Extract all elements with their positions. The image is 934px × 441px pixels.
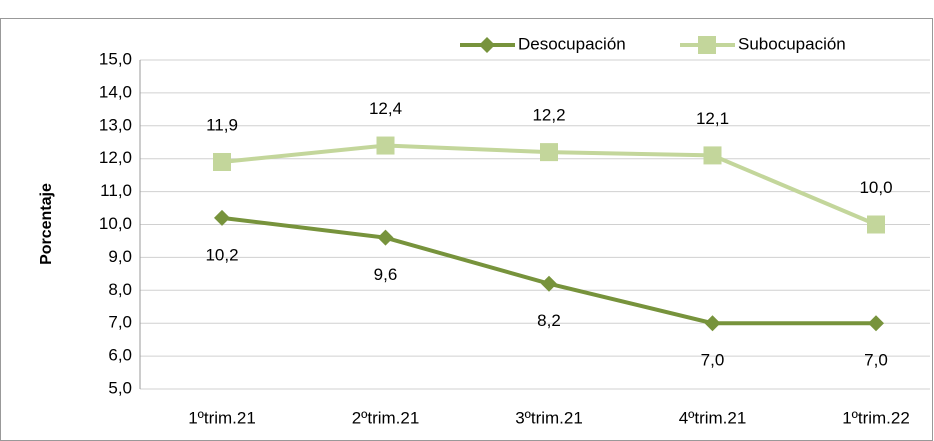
y-tick-label: 11,0 [100, 181, 132, 200]
data-point [541, 275, 557, 292]
data-point [214, 209, 230, 226]
data-label: 10,0 [859, 178, 892, 197]
y-tick-label: 12,0 [99, 148, 132, 167]
series-line [221, 215, 876, 326]
y-tick-label: 5,0 [108, 378, 132, 397]
data-point [704, 315, 721, 332]
data-label: 11,9 [206, 115, 238, 134]
legend-label: Subocupación [738, 34, 846, 53]
y-tick-label: 10,0 [99, 214, 132, 233]
data-label: 12,1 [696, 109, 729, 128]
data-label: 12,4 [369, 99, 402, 118]
data-point [540, 143, 558, 162]
y-tick-label: 9,0 [108, 247, 132, 266]
legend-label: Desocupación [518, 34, 626, 53]
data-label: 7,0 [701, 351, 725, 370]
x-tick-label: 2ºtrim.21 [352, 408, 420, 427]
y-tick-label: 15,0 [99, 49, 132, 68]
x-tick-label: 4ºtrim.21 [679, 408, 747, 427]
y-tick-label: 14,0 [99, 82, 132, 101]
data-point [377, 229, 394, 246]
x-tick-label: 3ºtrim.21 [515, 408, 583, 427]
data-point [213, 152, 231, 171]
y-tick-label: 8,0 [108, 280, 132, 299]
data-label: 10,2 [205, 245, 238, 264]
data-label: 7,0 [864, 351, 888, 370]
y-tick-label: 7,0 [108, 313, 132, 332]
legend-marker [479, 37, 495, 53]
y-tick-label: 13,0 [99, 115, 132, 134]
data-label: 9,6 [374, 265, 398, 284]
x-tick-label: 1ºtrim.21 [188, 408, 256, 427]
x-tick-label: 1ºtrim.22 [842, 408, 910, 427]
data-point [867, 215, 885, 234]
data-point [703, 146, 722, 165]
data-point [376, 136, 395, 155]
y-axis-label: Porcentaje [38, 183, 55, 265]
y-tick-label: 6,0 [108, 346, 132, 365]
data-label: 8,2 [537, 311, 561, 330]
legend-marker [698, 36, 716, 54]
data-point [868, 315, 884, 332]
data-label: 12,2 [532, 106, 565, 125]
